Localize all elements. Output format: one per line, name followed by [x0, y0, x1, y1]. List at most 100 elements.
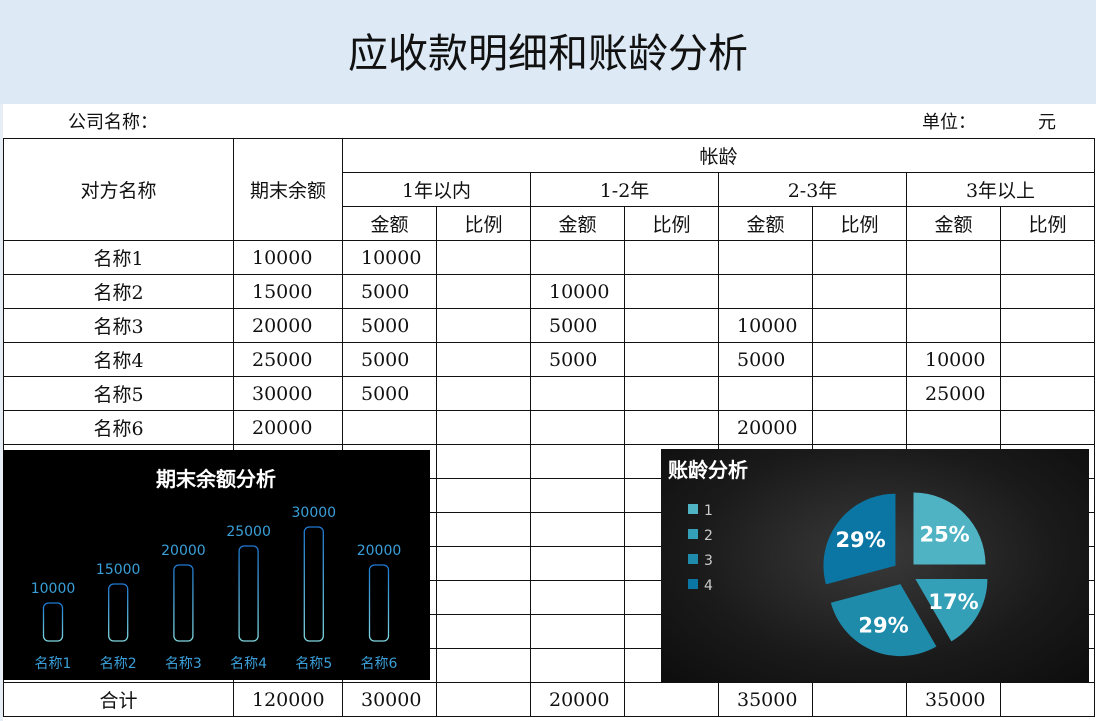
cell-amount[interactable]: 5000	[342, 308, 437, 343]
cell-balance[interactable]: 20000	[233, 308, 343, 343]
cell-ratio[interactable]	[624, 410, 719, 445]
empty-cell[interactable]	[530, 512, 625, 547]
cell-amount[interactable]: 35000	[718, 682, 813, 717]
empty-cell[interactable]	[530, 580, 625, 615]
cell-ratio[interactable]	[436, 376, 531, 411]
legend-label: 4	[704, 578, 713, 594]
cell-amount[interactable]	[906, 410, 1001, 445]
empty-cell[interactable]	[436, 580, 531, 615]
cell-ratio[interactable]	[812, 274, 907, 309]
cell-amount[interactable]	[530, 376, 625, 411]
cell-amount[interactable]: 10000	[530, 274, 625, 309]
empty-cell[interactable]	[436, 478, 531, 513]
cell-balance[interactable]: 15000	[233, 274, 343, 309]
header-bucket: 1-2年	[530, 172, 719, 207]
cell-ratio[interactable]	[436, 682, 531, 717]
cell-name[interactable]: 名称4	[3, 342, 234, 377]
cell-amount[interactable]: 5000	[342, 342, 437, 377]
header-amount: 金额	[342, 206, 437, 241]
cell-name[interactable]: 名称5	[3, 376, 234, 411]
cell-ratio[interactable]	[812, 410, 907, 445]
cell-amount[interactable]: 30000	[342, 682, 437, 717]
cell-name[interactable]: 名称1	[3, 240, 234, 275]
cell-name[interactable]: 名称6	[3, 410, 234, 445]
header-balance: 期末余额	[233, 138, 343, 241]
cell-ratio[interactable]	[624, 274, 719, 309]
empty-cell[interactable]	[436, 648, 531, 683]
cell-ratio[interactable]	[1000, 376, 1095, 411]
header-ratio: 比例	[812, 206, 907, 241]
cell-name[interactable]: 名称2	[3, 274, 234, 309]
legend-label: 2	[704, 528, 713, 544]
cell-ratio[interactable]	[1000, 240, 1095, 275]
cell-ratio[interactable]	[624, 682, 719, 717]
cell-ratio[interactable]	[624, 376, 719, 411]
cell-amount[interactable]	[906, 308, 1001, 343]
cell-ratio[interactable]	[1000, 682, 1095, 717]
pie-data-label: 25%	[919, 522, 969, 546]
cell-amount[interactable]: 5000	[342, 274, 437, 309]
cell-amount[interactable]: 5000	[530, 342, 625, 377]
cell-balance[interactable]: 30000	[233, 376, 343, 411]
cell-amount[interactable]	[530, 410, 625, 445]
aging-pie-chart[interactable]: 账龄分析 1 2 3 4 25% 17% 29% 29%	[661, 449, 1089, 682]
cell-ratio[interactable]	[1000, 308, 1095, 343]
cell-amount[interactable]	[718, 240, 813, 275]
table-row: 名称6 20000 20000	[3, 410, 1095, 445]
cell-name[interactable]: 合计	[3, 682, 234, 717]
cell-amount[interactable]	[342, 410, 437, 445]
header-bucket: 2-3年	[718, 172, 907, 207]
cell-amount[interactable]	[906, 240, 1001, 275]
cell-balance[interactable]: 20000	[233, 410, 343, 445]
cell-amount[interactable]	[906, 274, 1001, 309]
header-ratio: 比例	[1000, 206, 1095, 241]
cell-ratio[interactable]	[436, 240, 531, 275]
empty-cell[interactable]	[436, 614, 531, 649]
cell-amount[interactable]: 10000	[342, 240, 437, 275]
cell-amount[interactable]	[718, 274, 813, 309]
cell-ratio[interactable]	[812, 342, 907, 377]
cell-ratio[interactable]	[436, 342, 531, 377]
cell-name[interactable]: 名称3	[3, 308, 234, 343]
cell-ratio[interactable]	[436, 410, 531, 445]
empty-cell[interactable]	[436, 546, 531, 581]
empty-cell[interactable]	[530, 478, 625, 513]
empty-cell[interactable]	[436, 444, 531, 479]
cell-ratio[interactable]	[812, 240, 907, 275]
cell-amount[interactable]: 5000	[342, 376, 437, 411]
cell-ratio[interactable]	[624, 240, 719, 275]
pie-chart-title: 账龄分析	[668, 458, 748, 482]
empty-cell[interactable]	[436, 512, 531, 547]
cell-ratio[interactable]	[624, 308, 719, 343]
cell-amount[interactable]	[718, 376, 813, 411]
cell-amount[interactable]: 5000	[530, 308, 625, 343]
cell-ratio[interactable]	[436, 308, 531, 343]
cell-amount[interactable]: 10000	[906, 342, 1001, 377]
bar-category-label: 名称4	[230, 656, 267, 672]
cell-amount[interactable]: 20000	[530, 682, 625, 717]
legend-label: 3	[704, 553, 713, 569]
cell-balance[interactable]: 25000	[233, 342, 343, 377]
cell-ratio[interactable]	[624, 342, 719, 377]
cell-ratio[interactable]	[1000, 410, 1095, 445]
cell-ratio[interactable]	[812, 308, 907, 343]
cell-balance[interactable]: 120000	[233, 682, 343, 717]
cell-ratio[interactable]	[1000, 342, 1095, 377]
cell-amount[interactable]: 20000	[718, 410, 813, 445]
cell-balance[interactable]: 10000	[233, 240, 343, 275]
cell-amount[interactable]: 35000	[906, 682, 1001, 717]
cell-amount[interactable]: 25000	[906, 376, 1001, 411]
cell-ratio[interactable]	[436, 274, 531, 309]
bar-2	[108, 583, 129, 642]
empty-cell[interactable]	[530, 444, 625, 479]
cell-amount[interactable]	[530, 240, 625, 275]
balance-bar-chart[interactable]: 期末余额分析 10000 名称1 15000 名称2 20000 名称3 25000 名称4 30…	[3, 450, 430, 680]
empty-cell[interactable]	[530, 648, 625, 683]
empty-cell[interactable]	[530, 546, 625, 581]
cell-ratio[interactable]	[1000, 274, 1095, 309]
cell-ratio[interactable]	[812, 682, 907, 717]
cell-amount[interactable]: 5000	[718, 342, 813, 377]
empty-cell[interactable]	[530, 614, 625, 649]
cell-ratio[interactable]	[812, 376, 907, 411]
cell-amount[interactable]: 10000	[718, 308, 813, 343]
